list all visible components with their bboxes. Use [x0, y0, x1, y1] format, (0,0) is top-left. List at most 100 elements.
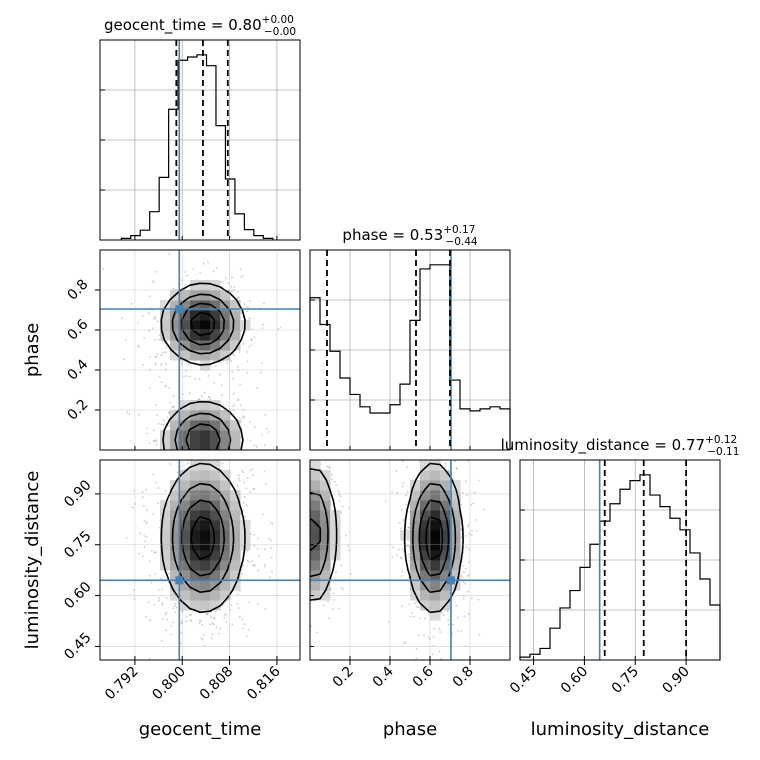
scatter-point — [408, 526, 410, 529]
scatter-point — [169, 401, 172, 404]
y-tick-label: 0.2 — [64, 396, 91, 423]
scatter-point — [180, 622, 183, 625]
density-cell — [170, 540, 181, 551]
scatter-point — [189, 614, 192, 616]
scatter-point — [153, 440, 156, 443]
scatter-point — [252, 564, 255, 567]
density-cell — [240, 520, 251, 531]
title-minus: −0.44 — [445, 236, 477, 248]
scatter-point — [145, 536, 148, 538]
density-cell — [180, 540, 191, 551]
scatter-point — [461, 564, 464, 567]
scatter-point — [483, 508, 486, 511]
panels-layer — [99, 39, 721, 661]
density-cell — [450, 550, 461, 561]
scatter-point — [338, 499, 341, 502]
density-cell — [160, 440, 171, 450]
density-cell — [170, 410, 181, 421]
scatter-point — [255, 445, 258, 448]
scatter-point — [232, 405, 235, 407]
scatter-point — [242, 471, 245, 474]
scatter-point — [155, 440, 158, 442]
scatter-point — [342, 588, 345, 590]
density-cell — [230, 540, 241, 551]
density-cell — [320, 550, 331, 561]
scatter-point — [460, 528, 463, 530]
scatter-point — [164, 362, 167, 365]
scatter-point — [143, 546, 146, 548]
scatter-point — [155, 364, 157, 367]
density-cell — [320, 590, 331, 601]
density-cell — [200, 470, 211, 481]
scatter-point — [241, 470, 244, 472]
density-cell — [200, 530, 211, 541]
panel-content — [310, 460, 510, 660]
density-cell — [450, 490, 461, 501]
scatter-point — [198, 378, 201, 381]
scatter-point — [256, 603, 259, 605]
scatter-point — [201, 638, 204, 641]
x-tick-label: 0.4 — [370, 663, 397, 690]
scatter-point — [243, 303, 246, 306]
scatter-point — [158, 599, 160, 602]
scatter-point — [348, 549, 351, 551]
scatter-point — [328, 466, 331, 469]
scatter-point — [154, 573, 157, 575]
scatter-point — [457, 616, 459, 619]
scatter-point — [152, 439, 155, 442]
density-cell — [190, 310, 201, 321]
scatter-point — [233, 354, 236, 357]
density-cell — [210, 410, 221, 421]
density-cell — [180, 520, 191, 531]
scatter-point — [340, 511, 343, 513]
density-cell — [430, 550, 441, 561]
density-cell — [190, 540, 201, 551]
scatter-point — [157, 487, 160, 489]
density-cell — [200, 350, 211, 361]
density-cell — [220, 440, 231, 450]
density-cell — [310, 530, 321, 541]
scatter-point — [468, 561, 471, 564]
scatter-point — [159, 577, 162, 580]
scatter-point — [151, 280, 154, 283]
scatter-point — [128, 413, 131, 415]
scatter-point — [384, 500, 387, 502]
density-cell — [320, 490, 331, 501]
density-cell — [310, 520, 321, 531]
density-cell — [320, 510, 331, 521]
panel-frame — [99, 459, 301, 661]
scatter-point — [427, 636, 430, 639]
x-tick-label: 0.75 — [609, 664, 642, 697]
density-cell — [430, 510, 441, 521]
scatter-point — [263, 470, 266, 473]
density-cell — [170, 490, 181, 501]
scatter-point — [124, 338, 127, 341]
density-cell — [230, 560, 241, 571]
scatter-point — [168, 425, 171, 428]
scatter-point — [188, 392, 191, 395]
scatter-point — [470, 597, 473, 600]
scatter-point — [215, 266, 218, 269]
scatter-point — [209, 616, 212, 619]
density-cell — [210, 400, 221, 411]
panel-title-phase: phase = 0.53+0.17 −0.44 — [342, 224, 477, 248]
scatter-point — [315, 631, 318, 634]
scatter-point — [162, 423, 165, 426]
density-cell — [310, 580, 321, 591]
truth-marker — [175, 305, 184, 313]
scatter-point — [464, 567, 467, 570]
scatter-point — [398, 521, 401, 524]
density-cell — [170, 310, 181, 321]
scatter-point — [236, 602, 239, 605]
scatter-point — [401, 548, 404, 550]
density-cell — [170, 570, 181, 581]
scatter-point — [192, 268, 195, 270]
scatter-point — [264, 563, 266, 566]
scatter-point — [464, 480, 467, 483]
density-cell — [320, 500, 331, 511]
scatter-point — [456, 629, 459, 632]
scatter-point — [249, 491, 251, 493]
density-cell — [430, 560, 441, 571]
scatter-point — [152, 512, 155, 515]
scatter-point — [131, 506, 134, 509]
